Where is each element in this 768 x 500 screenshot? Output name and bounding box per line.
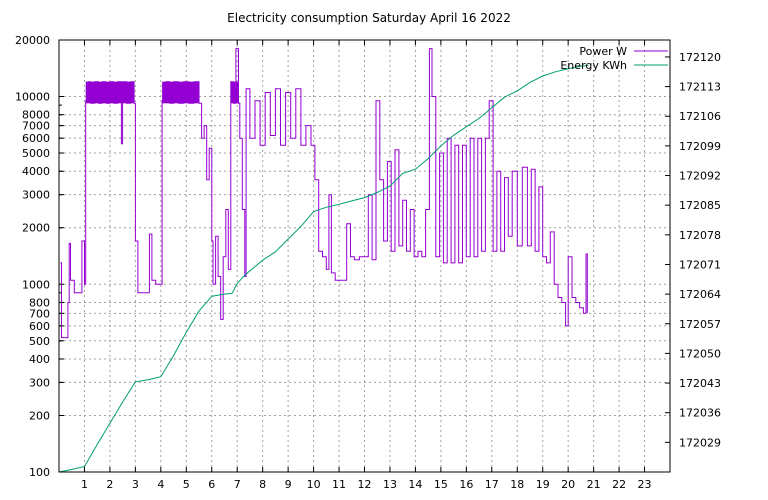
y-left-tick-label: 10000 — [15, 91, 50, 104]
y-left-tick-label: 3000 — [22, 189, 50, 202]
y-right-tick-label: 172029 — [679, 436, 721, 449]
series-power-band — [85, 81, 135, 104]
y-left-tick-label: 600 — [29, 320, 50, 333]
series-energy-line — [58, 64, 589, 473]
y-left-tick-label: 500 — [29, 335, 50, 348]
x-tick-label: 8 — [259, 478, 266, 491]
y-left-tick-label: 2000 — [22, 222, 50, 235]
x-tick-label: 14 — [408, 478, 422, 491]
x-tick-label: 18 — [510, 478, 524, 491]
x-tick-label: 5 — [183, 478, 190, 491]
y-right-tick-label: 172078 — [679, 229, 721, 242]
grid-layer — [59, 39, 670, 473]
legend-label-energy: Energy KWh — [560, 59, 627, 72]
x-tick-label: 23 — [638, 478, 652, 491]
tick-layer: 1 2 3 4 5 6 7 8 9 10 11 12 13 14 15 16 17 18 19 20 21 22 23100… — [15, 34, 721, 491]
y-left-tick-label: 5000 — [22, 147, 50, 160]
x-tick-label: 1 — [81, 478, 88, 491]
y-right-tick-label: 172113 — [679, 81, 721, 94]
legend: Power W Energy KWh — [560, 45, 668, 72]
y-right-tick-label: 172043 — [679, 377, 721, 390]
x-tick-label: 2 — [106, 478, 113, 491]
chart-title: Electricity consumption Saturday April 1… — [227, 11, 511, 25]
y-left-tick-label: 400 — [29, 353, 50, 366]
x-tick-label: 12 — [358, 478, 372, 491]
series-power-line — [60, 48, 588, 339]
y-right-tick-label: 172099 — [679, 140, 721, 153]
x-tick-label: 9 — [285, 478, 292, 491]
y-left-tick-label: 1000 — [22, 278, 50, 291]
y-right-tick-label: 172064 — [679, 288, 721, 301]
y-left-tick-label: 4000 — [22, 165, 50, 178]
x-tick-label: 7 — [234, 478, 241, 491]
y-right-tick-label: 172106 — [679, 110, 721, 123]
y-left-tick-label: 8000 — [22, 109, 50, 122]
y-left-tick-label: 800 — [29, 296, 50, 309]
x-tick-label: 19 — [536, 478, 550, 491]
x-tick-label: 3 — [132, 478, 139, 491]
x-tick-label: 20 — [561, 478, 575, 491]
y-right-tick-label: 172057 — [679, 318, 721, 331]
y-left-tick-label: 200 — [29, 409, 50, 422]
x-tick-label: 15 — [434, 478, 448, 491]
y-left-tick-label: 700 — [29, 307, 50, 320]
x-tick-label: 6 — [208, 478, 215, 491]
x-tick-label: 11 — [332, 478, 346, 491]
y-right-tick-label: 172050 — [679, 347, 721, 360]
y-right-tick-label: 172071 — [679, 258, 721, 271]
y-left-tick-label: 300 — [29, 376, 50, 389]
y-left-tick-label: 6000 — [22, 132, 50, 145]
series-layer — [58, 48, 589, 473]
y-right-tick-label: 172092 — [679, 170, 721, 183]
series-power-band — [230, 81, 239, 104]
x-tick-label: 4 — [157, 478, 164, 491]
x-tick-label: 21 — [587, 478, 601, 491]
x-tick-label: 16 — [459, 478, 473, 491]
series-power-band — [162, 81, 200, 104]
x-tick-label: 13 — [383, 478, 397, 491]
legend-label-power: Power W — [579, 45, 627, 58]
y-left-tick-label: 100 — [29, 466, 50, 479]
y-right-tick-label: 172036 — [679, 407, 721, 420]
y-right-tick-label: 172120 — [679, 51, 721, 64]
x-tick-label: 17 — [485, 478, 499, 491]
y-left-tick-label: 7000 — [22, 120, 50, 133]
y-right-tick-label: 172085 — [679, 199, 721, 212]
y-left-tick-label: 20000 — [15, 34, 50, 47]
x-tick-label: 22 — [612, 478, 626, 491]
x-tick-label: 10 — [307, 478, 321, 491]
